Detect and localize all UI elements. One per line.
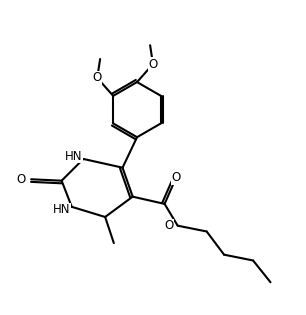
Text: O: O bbox=[93, 72, 102, 84]
Text: HN: HN bbox=[53, 203, 70, 216]
Text: O: O bbox=[148, 58, 158, 71]
Text: HN: HN bbox=[65, 150, 82, 163]
Text: O: O bbox=[164, 219, 174, 232]
Text: O: O bbox=[172, 171, 181, 184]
Text: O: O bbox=[17, 173, 26, 186]
